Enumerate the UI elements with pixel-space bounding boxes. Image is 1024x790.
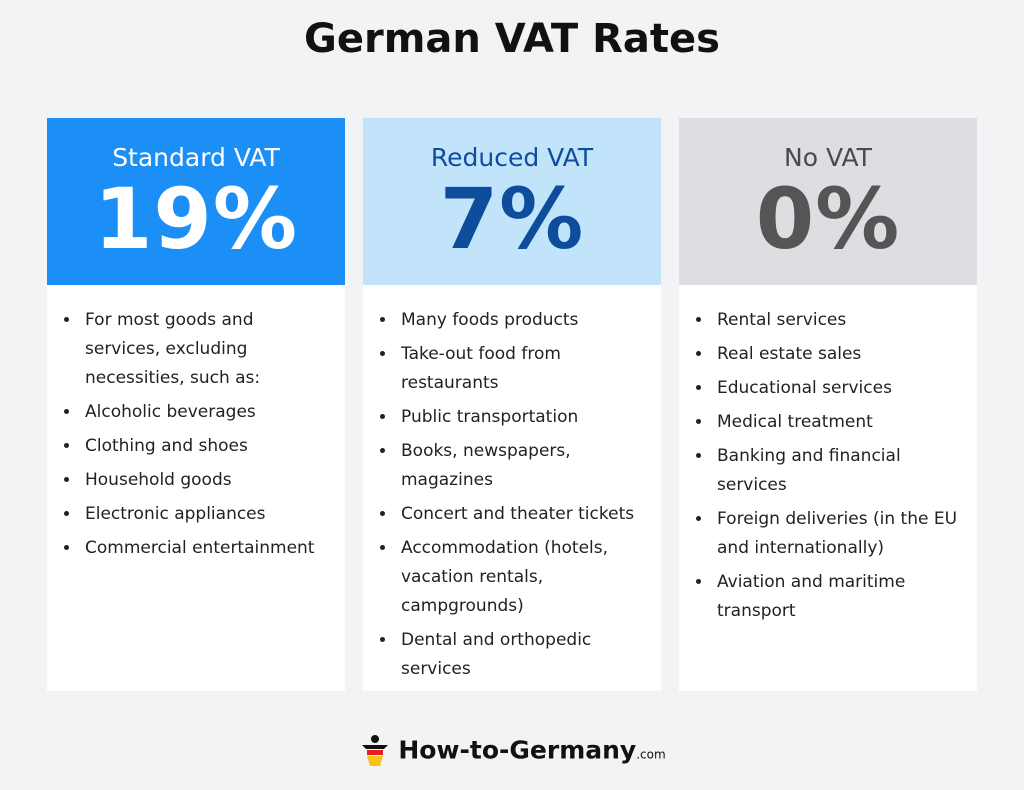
list-item: Clothing and shoes	[81, 432, 333, 461]
list-item: Household goods	[81, 466, 333, 495]
list-item: Medical treatment	[713, 408, 965, 437]
column-label: No VAT	[784, 143, 872, 172]
list-item: Educational services	[713, 374, 965, 403]
column-rate: 0%	[755, 170, 901, 268]
list-item: Many foods products	[397, 306, 649, 335]
list-item: Commercial entertainment	[81, 534, 333, 563]
list-item: Aviation and maritime transport	[713, 568, 965, 626]
item-list: For most goods and services, excluding n…	[47, 285, 345, 563]
column-label: Reduced VAT	[430, 143, 594, 172]
list-item: Rental services	[713, 306, 965, 335]
list-item: Banking and financial services	[713, 442, 965, 500]
title: German VAT Rates	[304, 16, 720, 62]
column-header: Standard VAT 19%	[47, 118, 345, 285]
list-item: Concert and theater tickets	[397, 500, 649, 529]
list-item: Real estate sales	[713, 340, 965, 369]
brand-suffix: .com	[636, 747, 666, 762]
list-item: Alcoholic beverages	[81, 398, 333, 427]
list-item: Foreign deliveries (in the EU and intern…	[713, 505, 965, 563]
list-item: For most goods and services, excluding n…	[81, 306, 333, 393]
list-item: Electronic appliances	[81, 500, 333, 529]
footer: How-to-Germany.com	[0, 733, 1024, 767]
column-rate: 19%	[93, 170, 299, 268]
column-header: Reduced VAT 7%	[363, 118, 661, 285]
brand: How-to-Germany	[398, 735, 637, 765]
item-list: Many foods products Take-out food from re…	[363, 285, 661, 684]
list-item: Accommodation (hotels, vacation rentals,…	[397, 534, 649, 621]
column-label: Standard VAT	[112, 143, 280, 172]
list-item: Books, newspapers, magazines	[397, 437, 649, 495]
list-item: Public transportation	[397, 403, 649, 432]
column-rate: 7%	[439, 170, 585, 268]
column-header: No VAT 0%	[679, 118, 977, 285]
list-item: Take-out food from restaurants	[397, 340, 649, 398]
logo-icon	[362, 735, 389, 766]
list-item: Dental and orthopedic services	[397, 626, 649, 684]
item-list: Rental services Real estate sales Educatio…	[679, 285, 977, 626]
